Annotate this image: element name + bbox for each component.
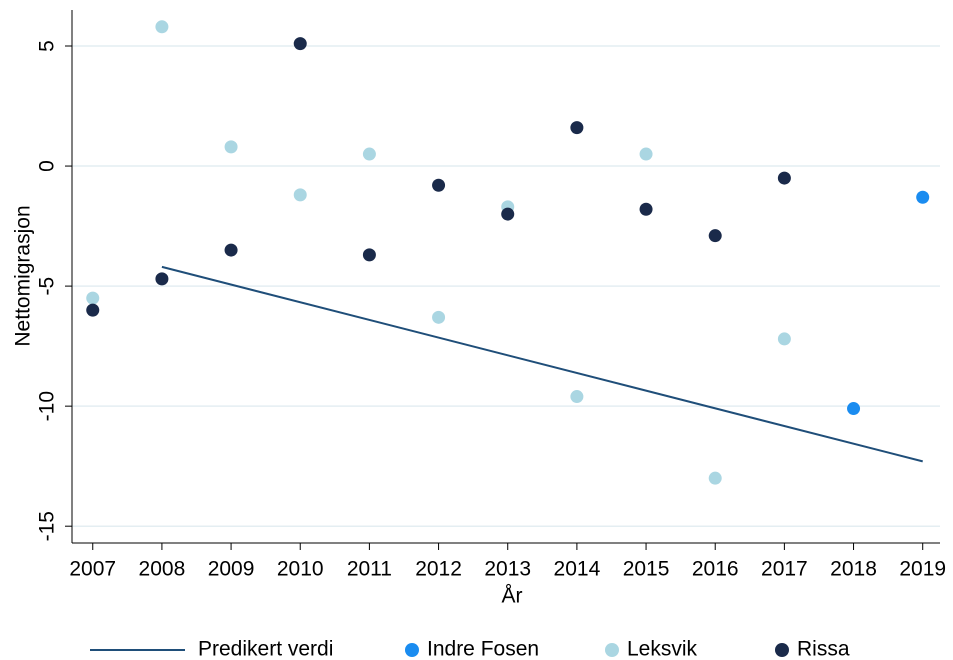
point	[362, 248, 376, 262]
x-tick-label: 2015	[623, 558, 670, 581]
x-axis-label: År	[502, 585, 523, 608]
fit-line	[161, 265, 923, 463]
point	[501, 207, 515, 221]
point	[708, 471, 722, 485]
point	[639, 202, 653, 216]
point	[155, 272, 169, 286]
point	[224, 140, 238, 154]
y-tick-label: 5	[36, 40, 59, 52]
point	[777, 332, 791, 346]
point	[847, 402, 861, 416]
point	[155, 20, 169, 34]
point	[570, 121, 584, 135]
legend-label: Predikert verdi	[198, 638, 333, 660]
point	[708, 229, 722, 243]
point	[639, 147, 653, 161]
x-tick-label: 2010	[277, 558, 324, 581]
legend-label: Leksvik	[627, 638, 698, 660]
point	[777, 171, 791, 185]
legend-label: Rissa	[797, 638, 850, 660]
x-tick-label: 2007	[69, 558, 116, 581]
x-tick-label: 2009	[208, 558, 255, 581]
point	[224, 243, 238, 257]
point	[293, 37, 307, 51]
point	[293, 188, 307, 202]
legend-marker	[605, 643, 619, 657]
point	[86, 291, 100, 305]
x-tick-label: 2011	[347, 558, 392, 581]
legend-marker	[775, 643, 789, 657]
x-tick-label: 2016	[692, 558, 739, 581]
x-tick-label: 2008	[139, 558, 186, 581]
point	[432, 310, 446, 324]
y-tick-label: 0	[36, 160, 59, 172]
y-tick-label: -5	[36, 277, 59, 296]
y-axis-label: Nettomigrasjon	[12, 205, 35, 346]
x-tick-label: 2013	[484, 558, 531, 581]
x-tick-label: 2014	[554, 558, 601, 581]
x-tick-label: 2019	[899, 558, 946, 581]
x-tick-label: 2017	[761, 558, 808, 581]
point	[362, 147, 376, 161]
point	[86, 303, 100, 317]
point	[570, 390, 584, 404]
legend-label: Indre Fosen	[427, 638, 539, 660]
point	[432, 178, 446, 192]
y-tick-label: -15	[36, 511, 59, 541]
x-tick-label: 2018	[830, 558, 877, 581]
legend-marker	[405, 643, 419, 657]
x-tick-label: 2012	[415, 558, 462, 581]
y-tick-label: -10	[36, 391, 59, 421]
point	[916, 190, 930, 204]
